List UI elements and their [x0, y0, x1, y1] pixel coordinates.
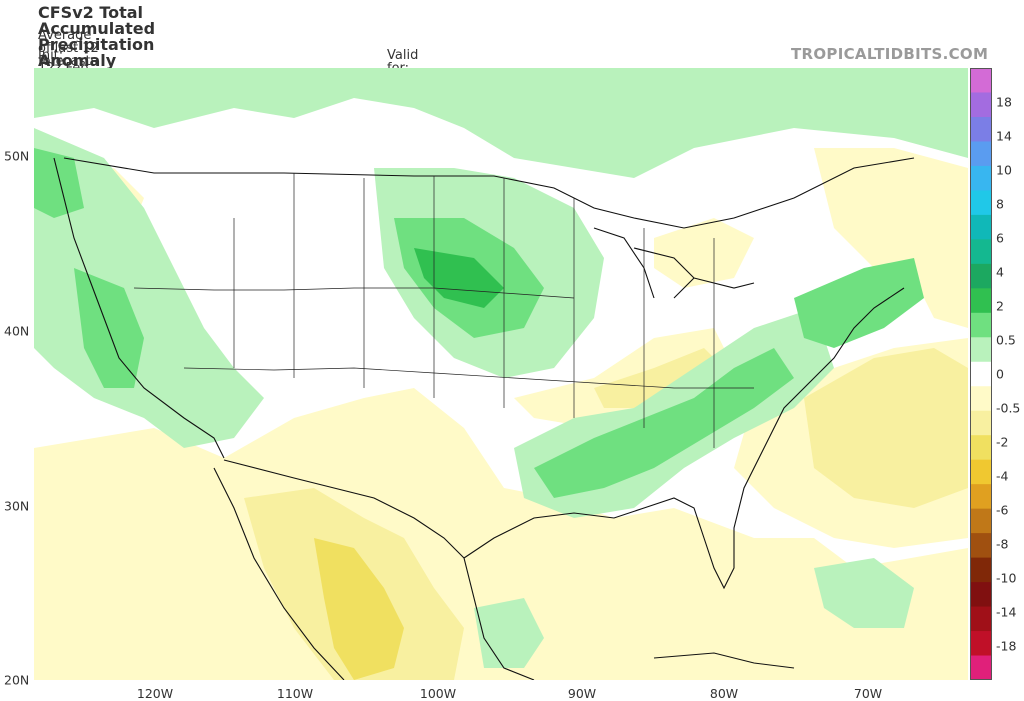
legend-label: -2 — [996, 434, 1009, 450]
legend-label: -18 — [996, 638, 1017, 654]
lon-label-80w: 80W — [709, 686, 739, 701]
geography-lines — [53, 157, 915, 680]
wet-region-canada-n — [34, 68, 968, 178]
legend-swatch — [970, 141, 992, 167]
legend-swatch — [970, 459, 992, 485]
lat-label-30n: 30N — [4, 498, 30, 514]
lat-label-50n: 50N — [4, 148, 30, 164]
legend-swatch — [970, 190, 992, 216]
state-lines — [133, 173, 754, 448]
legend-label: -8 — [996, 536, 1009, 552]
wet-region-northeast — [794, 258, 924, 348]
wet-region-pnw — [34, 148, 84, 218]
legend-label: -14 — [996, 604, 1017, 620]
lon-label-90w: 90W — [567, 686, 597, 701]
wet-region-plains-peak — [414, 248, 504, 308]
legend-label: 14 — [996, 128, 1012, 144]
brand-watermark: TROPICALTIDBITS.COM — [791, 45, 989, 63]
legend-label: -4 — [996, 468, 1009, 484]
legend-swatch — [970, 655, 992, 680]
wet-region-west-coast — [34, 128, 264, 448]
legend-label: 6 — [996, 230, 1004, 246]
legend-label: -0.5 — [996, 400, 1021, 416]
legend-swatch — [970, 557, 992, 583]
legend-swatch — [970, 631, 992, 657]
legend-label: -10 — [996, 570, 1017, 586]
dry-region-great-lakes — [654, 218, 754, 288]
legend-label: 10 — [996, 162, 1012, 178]
dry-region-mexico-peak — [314, 538, 404, 680]
legend-swatch — [970, 165, 992, 191]
dry-region-canada-e — [914, 268, 968, 328]
wet-region-pacific-sw — [474, 598, 544, 668]
legend-label: 2 — [996, 298, 1004, 314]
legend-swatch — [970, 606, 992, 632]
legend-swatch — [970, 410, 992, 436]
lon-label-70w: 70W — [853, 686, 883, 701]
mexico-coast-east — [463, 557, 535, 680]
map-title: CFSv2 Total Accumulated Precipitation An… — [38, 3, 156, 85]
legend-swatch — [970, 116, 992, 142]
cuba — [653, 652, 795, 669]
legend-swatch — [970, 386, 992, 412]
legend-label: -6 — [996, 502, 1009, 518]
legend-swatch — [970, 214, 992, 240]
legend-swatch — [970, 263, 992, 289]
legend-swatch — [970, 533, 992, 559]
us-west-coast — [53, 157, 225, 459]
wet-anomaly-regions — [34, 68, 968, 668]
lon-label-110w: 110W — [276, 686, 314, 701]
legend-swatch — [970, 337, 992, 363]
legend-swatch — [970, 92, 992, 118]
legend-swatch — [970, 484, 992, 510]
wet-region-west-coast-core — [74, 268, 144, 388]
legend-swatch — [970, 361, 992, 387]
color-legend — [970, 68, 992, 680]
lat-label-20n: 20N — [4, 672, 30, 688]
great-lakes — [593, 227, 755, 299]
legend-label: 4 — [996, 264, 1004, 280]
lon-label-100w: 100W — [419, 686, 457, 701]
precip-anomaly-map — [34, 68, 968, 680]
us-canada-border — [63, 157, 915, 229]
lat-label-40n: 40N — [4, 323, 30, 339]
wet-region-gulf-core — [534, 348, 794, 498]
gulf-coast — [463, 287, 905, 590]
legend-label: 18 — [996, 94, 1012, 110]
lon-label-120w: 120W — [136, 686, 174, 701]
mexico-coast-west — [213, 467, 345, 680]
legend-swatch — [970, 435, 992, 461]
dry-region-new-england — [814, 148, 968, 288]
dry-region-atlantic-core — [804, 348, 968, 508]
legend-swatch — [970, 288, 992, 314]
legend-border — [970, 68, 992, 680]
us-mexico-border — [223, 459, 465, 559]
legend-swatch — [970, 508, 992, 534]
legend-swatch — [970, 582, 992, 608]
legend-label: 0 — [996, 366, 1004, 382]
wet-region-caribbean — [814, 558, 914, 628]
legend-swatch — [970, 239, 992, 265]
legend-label: 8 — [996, 196, 1004, 212]
legend-swatch — [970, 68, 992, 93]
legend-swatch — [970, 312, 992, 338]
legend-label: 0.5 — [996, 332, 1016, 348]
